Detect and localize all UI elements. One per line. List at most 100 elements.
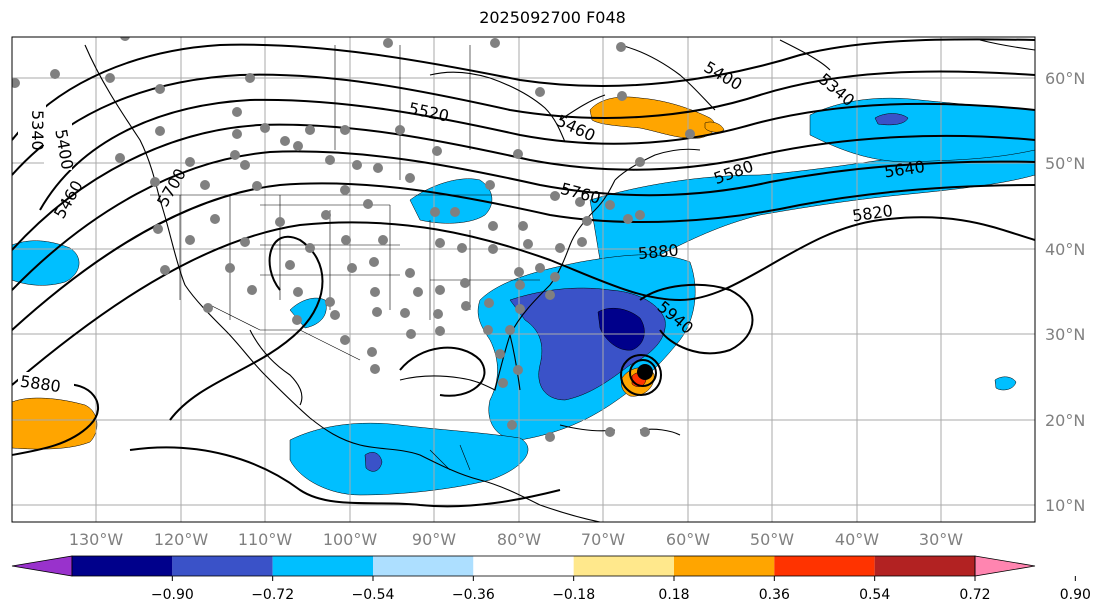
- station-marker: [305, 243, 315, 253]
- station-marker: [488, 244, 498, 254]
- map-title: 2025092700 F048: [479, 8, 626, 27]
- lon-label: 130°W: [69, 530, 124, 549]
- colorbar-tick-label: 0.54: [859, 587, 890, 603]
- station-marker: [485, 180, 495, 190]
- station-marker: [635, 157, 645, 167]
- colorbar-tick-label: 0.72: [959, 587, 990, 603]
- station-marker: [505, 325, 515, 335]
- station-marker: [545, 432, 555, 442]
- station-marker: [433, 309, 443, 319]
- colorbar-swatch: [573, 556, 674, 576]
- station-marker: [293, 287, 303, 297]
- blue-mexico: [364, 452, 383, 472]
- station-marker: [321, 210, 331, 220]
- station-marker: [513, 365, 523, 375]
- station-marker: [105, 73, 115, 83]
- station-marker: [460, 278, 470, 288]
- political-borders: [150, 45, 560, 471]
- station-marker: [370, 364, 380, 374]
- contour-label: 5880: [637, 241, 679, 263]
- station-marker: [347, 263, 357, 273]
- station-marker: [450, 207, 460, 217]
- station-marker: [535, 263, 545, 273]
- station-marker: [605, 200, 615, 210]
- colorbar-swatch: [172, 556, 273, 576]
- station-marker: [483, 325, 493, 335]
- colorbar-swatch: [774, 556, 875, 576]
- colorbar-tick-label: −0.54: [352, 587, 395, 603]
- station-marker: [507, 420, 517, 430]
- station-marker: [523, 239, 533, 249]
- station-marker: [515, 280, 525, 290]
- station-marker: [252, 181, 262, 191]
- station-marker: [640, 427, 650, 437]
- station-marker: [232, 129, 242, 139]
- colorbar-swatch: [674, 556, 775, 576]
- station-marker: [413, 287, 423, 297]
- colorbar-tick-label: −0.90: [151, 587, 194, 603]
- station-marker: [352, 160, 362, 170]
- station-marker: [150, 177, 160, 187]
- lat-label: 60°N: [1045, 69, 1085, 88]
- station-marker: [50, 69, 60, 79]
- station-marker: [435, 238, 445, 248]
- station-marker: [623, 214, 633, 224]
- colorbar-swatch: [72, 556, 173, 576]
- station-marker: [185, 235, 195, 245]
- lat-label: 20°N: [1045, 411, 1085, 430]
- colorbar-tick-label: 0.90: [1060, 587, 1091, 603]
- lat-label: 10°N: [1045, 496, 1085, 515]
- station-marker: [555, 243, 565, 253]
- station-marker: [498, 378, 508, 388]
- cyan-band-atlantic: [589, 114, 1035, 262]
- contour-label: 5340: [28, 110, 47, 151]
- lat-label: 40°N: [1045, 240, 1085, 259]
- colorbar-extend-low: [11, 555, 73, 577]
- station-marker: [230, 150, 240, 160]
- station-marker: [369, 257, 379, 267]
- station-marker: [535, 87, 545, 97]
- station-marker: [514, 267, 524, 277]
- station-marker: [240, 160, 250, 170]
- station-marker: [203, 303, 213, 313]
- station-marker: [550, 272, 560, 282]
- station-marker: [495, 349, 505, 359]
- station-marker: [155, 126, 165, 136]
- lon-label: 110°W: [238, 530, 293, 549]
- station-marker: [330, 310, 340, 320]
- colorbar-extend-high: [974, 555, 1036, 577]
- station-marker: [550, 191, 560, 201]
- colorbar-outline: [71, 555, 976, 577]
- station-marker: [406, 329, 416, 339]
- station-marker: [240, 237, 250, 247]
- colorbar-swatch: [473, 556, 574, 576]
- station-marker: [605, 427, 615, 437]
- station-marker: [305, 125, 315, 135]
- navy-core: [597, 307, 645, 351]
- colorbar-tick-label: −0.36: [452, 587, 495, 603]
- station-marker: [292, 315, 302, 325]
- station-marker: [405, 173, 415, 183]
- colorbar-tick-label: 0.18: [658, 587, 689, 603]
- lon-label: 80°W: [497, 530, 541, 549]
- orange-pacific: [12, 397, 98, 450]
- station-marker: [383, 38, 393, 48]
- station-marker: [515, 304, 525, 314]
- station-marker: [185, 157, 195, 167]
- station-marker: [232, 107, 242, 117]
- colorbar-tick-label: −0.72: [251, 587, 294, 603]
- station-marker: [430, 207, 440, 217]
- station-marker: [340, 125, 350, 135]
- lon-label: 70°W: [581, 530, 625, 549]
- station-marker: [373, 163, 383, 173]
- station-marker: [577, 237, 587, 247]
- tropical-cyclone: [620, 354, 662, 396]
- longitude-labels: 130°W 120°W 110°W 100°W 90°W 80°W 70°W 6…: [69, 530, 963, 549]
- station-marker: [490, 38, 500, 48]
- lon-label: 120°W: [154, 530, 209, 549]
- station-marker: [210, 214, 220, 224]
- station-marker: [285, 260, 295, 270]
- station-marker: [372, 307, 382, 317]
- height-contours: [12, 38, 1035, 508]
